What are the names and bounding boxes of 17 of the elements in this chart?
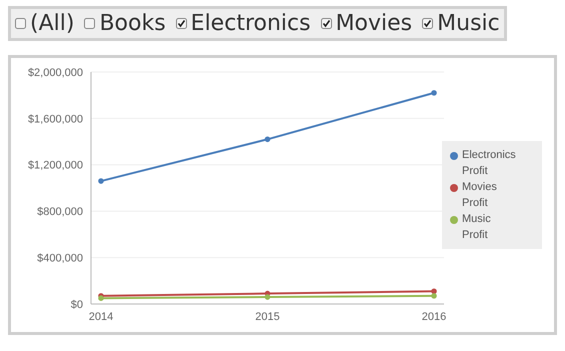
text: Movies xyxy=(336,11,412,36)
y-tick-label: $1,600,000 xyxy=(28,113,83,126)
y-tick-label: $800,000 xyxy=(37,206,83,218)
legend-label: Movies Profit xyxy=(462,180,497,211)
text: Books xyxy=(99,11,166,36)
text: Music xyxy=(437,11,500,36)
text: (All) xyxy=(30,11,74,36)
y-tick-label: $2,000,000 xyxy=(28,66,83,79)
y-tick-label: $400,000 xyxy=(37,252,83,265)
y-tick-label: $1,200,000 xyxy=(28,160,83,172)
x-tick-label: 2014 xyxy=(88,310,114,323)
x-tick-label: 2015 xyxy=(255,310,280,323)
text: Electronics xyxy=(190,11,311,36)
y-tick-label: $0 xyxy=(70,298,83,311)
legend-label: Electronics Profit xyxy=(462,148,516,179)
legend-label: Music Profit xyxy=(462,212,491,243)
x-tick-label: 2016 xyxy=(422,310,446,323)
